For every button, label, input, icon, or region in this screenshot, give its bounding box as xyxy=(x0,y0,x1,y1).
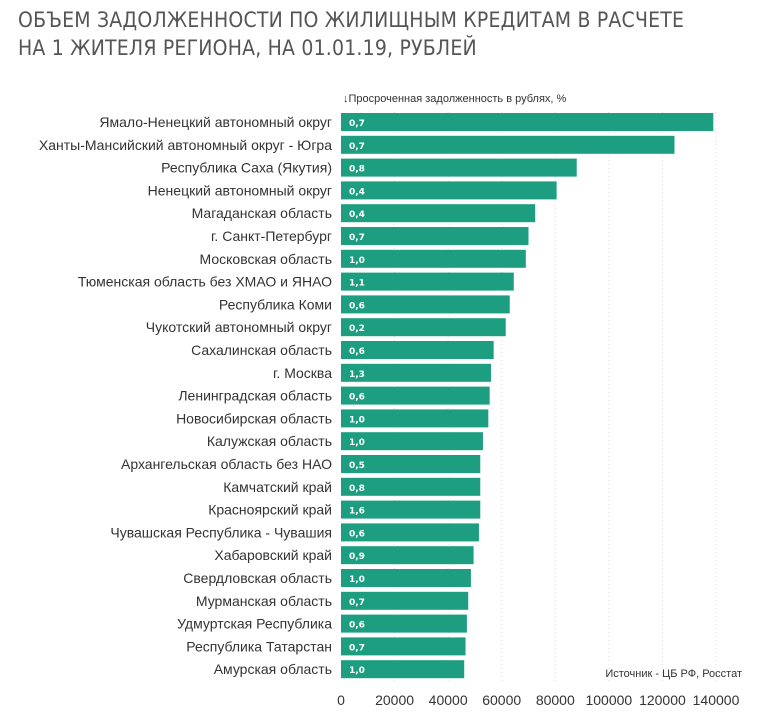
bar xyxy=(341,158,577,177)
category-label: Сахалинская область xyxy=(191,342,332,358)
category-label: Московская область xyxy=(200,251,332,267)
bar xyxy=(341,409,489,428)
bar-value-label: 1,6 xyxy=(349,507,365,517)
bar xyxy=(341,637,466,656)
bar-value-label: 0,8 xyxy=(349,165,365,175)
chart-title-line-1: ОБЪЕМ ЗАДОЛЖЕННОСТИ ПО ЖИЛИЩНЫМ КРЕДИТАМ… xyxy=(18,8,685,32)
bar xyxy=(341,546,474,565)
bar xyxy=(341,523,479,542)
bar-value-label: 1,0 xyxy=(349,666,365,676)
bar-value-label: 0,7 xyxy=(349,119,365,129)
bar xyxy=(341,432,483,451)
bar-value-label: 0,7 xyxy=(349,598,365,608)
bar xyxy=(341,272,514,291)
x-tick-label: 0 xyxy=(337,692,345,708)
bar-value-label: 1,0 xyxy=(349,575,365,585)
bar xyxy=(341,295,510,314)
bar-value-label: 0,4 xyxy=(349,187,365,197)
bar-value-label: 1,1 xyxy=(349,279,365,289)
bar xyxy=(341,477,481,496)
bar-value-label: 0,7 xyxy=(349,233,365,243)
bar xyxy=(341,614,467,633)
bar-value-label: 1,3 xyxy=(349,370,365,380)
category-label: г. Санкт-Петербург xyxy=(211,228,332,244)
bar-value-label: 0,2 xyxy=(349,324,365,334)
bar xyxy=(341,318,506,337)
category-label: Республика Татарстан xyxy=(186,638,332,654)
bar xyxy=(341,113,714,131)
category-label: Камчатский край xyxy=(223,479,332,495)
category-label: Мурманская область xyxy=(196,593,332,609)
bar xyxy=(341,386,490,405)
x-tick-label: 140000 xyxy=(693,692,740,708)
bar xyxy=(341,227,529,245)
bar xyxy=(341,341,494,359)
bar-value-label: 1,0 xyxy=(349,415,365,425)
category-label: Республика Коми xyxy=(219,296,332,312)
category-label: Красноярский край xyxy=(208,502,332,518)
x-tick-label: 120000 xyxy=(639,692,686,708)
category-label: Чукотский автономный округ xyxy=(146,319,332,335)
category-label: Свердловская область xyxy=(183,570,332,586)
bar xyxy=(341,660,465,679)
bar-value-label: 0,6 xyxy=(349,393,365,403)
bar-value-label: 0,6 xyxy=(349,621,365,631)
category-labels: Ямало-Ненецкий автономный округ Ханты-Ман… xyxy=(39,114,332,677)
bar-value-label: 1,0 xyxy=(349,438,365,448)
category-label: Тюменская область без ХМАО и ЯНАО xyxy=(78,274,332,290)
bar-value-label: 0,6 xyxy=(349,301,365,311)
bar-value-label: 0,9 xyxy=(349,552,365,562)
x-tick-label: 100000 xyxy=(585,692,632,708)
category-label: Удмуртская Республика xyxy=(177,616,332,632)
bar-value-label: 0,6 xyxy=(349,529,365,539)
x-tick-label: 80000 xyxy=(536,692,575,708)
category-label: г. Москва xyxy=(273,365,332,381)
category-label: Новосибирская область xyxy=(176,410,332,426)
category-label: Калужская область xyxy=(207,433,332,449)
chart-title-line-2: НА 1 ЖИТЕЛЯ РЕГИОНА, НА 01.01.19, РУБЛЕЙ xyxy=(18,36,477,60)
bar xyxy=(341,363,491,382)
category-label: Чувашская Республика - Чувашия xyxy=(110,524,332,540)
x-tick-label: 40000 xyxy=(429,692,468,708)
bar xyxy=(341,181,557,200)
category-label: Ямало-Ненецкий автономный округ xyxy=(99,114,332,130)
bar xyxy=(341,249,526,268)
bar-value-label: 0,6 xyxy=(349,347,365,357)
bar-value-label: 0,4 xyxy=(349,210,365,220)
category-label: Ханты-Мансийский автономный округ - Югра xyxy=(39,137,332,153)
source-note: Источник - ЦБ РФ, Росстат xyxy=(605,668,742,680)
x-axis-ticks: 0 20000 40000 60000 80000 100000 120000 140000 xyxy=(337,692,739,708)
legend-label: ↓Просроченная задолженность в рублях, % xyxy=(343,93,567,105)
bar xyxy=(341,500,481,519)
bar xyxy=(341,455,481,473)
bar xyxy=(341,591,469,610)
bar-value-label: 0,7 xyxy=(349,142,365,152)
category-label: Республика Саха (Якутия) xyxy=(161,160,332,176)
bar-value-label: 0,5 xyxy=(349,461,365,471)
bar xyxy=(341,135,675,154)
category-label: Ленинградская область xyxy=(178,388,332,404)
category-label: Магаданская область xyxy=(192,205,332,221)
category-label: Амурская область xyxy=(214,661,332,677)
bar xyxy=(341,569,471,587)
bar-value-label: 0,8 xyxy=(349,484,365,494)
bar-value-label: 0,7 xyxy=(349,643,365,653)
bar-value-label: 1,0 xyxy=(349,256,365,266)
x-tick-label: 60000 xyxy=(482,692,521,708)
x-tick-label: 20000 xyxy=(375,692,414,708)
category-label: Архангельская область без НАО xyxy=(121,456,332,472)
category-label: Ненецкий автономный округ xyxy=(148,182,332,198)
bar xyxy=(341,204,536,223)
chart-title: ОБЪЕМ ЗАДОЛЖЕННОСТИ ПО ЖИЛИЩНЫМ КРЕДИТАМ… xyxy=(18,6,684,62)
bars: 0,7 0,7 0,8 0,4 0,4 0,7 1,0 1,1 0,6 0,2 0,6 1,3 0,6 1… xyxy=(341,113,714,679)
category-label: Хабаровский край xyxy=(214,547,332,563)
